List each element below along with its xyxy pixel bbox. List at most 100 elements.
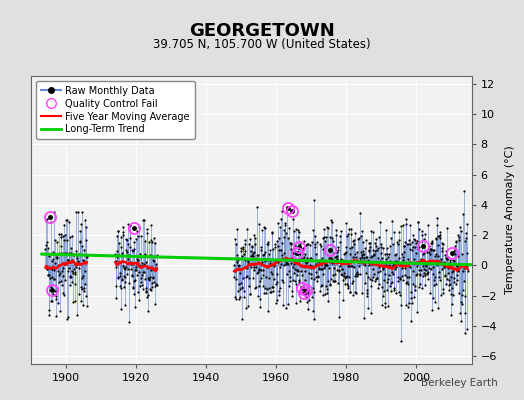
Point — [349, 238, 357, 244]
Point — [242, 274, 250, 280]
Point — [376, 218, 385, 225]
Point — [300, 250, 309, 257]
Point — [235, 281, 243, 287]
Point — [394, 274, 402, 280]
Point — [272, 297, 281, 304]
Point — [429, 295, 438, 301]
Point — [320, 263, 329, 269]
Point — [120, 264, 128, 271]
Point — [269, 245, 277, 252]
Point — [435, 269, 443, 276]
Point — [420, 250, 428, 256]
Point — [268, 229, 276, 235]
Point — [392, 258, 401, 264]
Point — [140, 276, 149, 282]
Point — [66, 234, 74, 241]
Point — [337, 258, 345, 264]
Point — [403, 256, 412, 262]
Point — [79, 273, 87, 279]
Point — [306, 242, 314, 248]
Point — [118, 276, 126, 282]
Point — [254, 266, 263, 272]
Point — [461, 292, 470, 299]
Point — [45, 253, 53, 259]
Point — [45, 312, 53, 318]
Point — [75, 228, 84, 234]
Point — [314, 258, 322, 264]
Point — [395, 255, 403, 261]
Point — [53, 239, 61, 246]
Point — [429, 247, 438, 253]
Point — [237, 284, 246, 290]
Point — [352, 254, 360, 260]
Point — [253, 270, 261, 276]
Point — [351, 250, 359, 257]
Point — [450, 248, 458, 254]
Point — [73, 261, 81, 268]
Point — [392, 250, 400, 257]
Point — [65, 250, 73, 256]
Point — [234, 255, 242, 261]
Point — [149, 279, 158, 286]
Point — [406, 246, 414, 252]
Point — [144, 274, 152, 281]
Point — [81, 281, 89, 287]
Point — [249, 250, 257, 256]
Point — [291, 300, 300, 306]
Point — [422, 259, 430, 266]
Point — [290, 278, 299, 284]
Point — [73, 252, 81, 259]
Point — [442, 256, 451, 262]
Point — [49, 291, 57, 297]
Point — [269, 284, 278, 290]
Point — [324, 298, 333, 304]
Point — [295, 278, 303, 285]
Point — [307, 255, 315, 261]
Point — [289, 264, 297, 270]
Point — [52, 313, 60, 319]
Point — [384, 276, 392, 282]
Point — [340, 270, 348, 276]
Point — [116, 284, 125, 291]
Point — [379, 244, 387, 251]
Point — [408, 238, 416, 245]
Point — [442, 248, 450, 254]
Point — [235, 262, 244, 268]
Point — [421, 281, 429, 288]
Point — [296, 240, 304, 247]
Point — [367, 310, 376, 316]
Point — [449, 292, 457, 298]
Point — [269, 288, 277, 295]
Point — [417, 238, 425, 244]
Point — [438, 244, 446, 251]
Point — [319, 292, 327, 298]
Point — [42, 266, 51, 272]
Point — [48, 274, 57, 280]
Point — [66, 273, 74, 280]
Point — [136, 263, 144, 270]
Point — [313, 238, 322, 245]
Point — [370, 240, 379, 247]
Point — [277, 239, 286, 246]
Point — [325, 282, 334, 288]
Point — [324, 277, 332, 284]
Point — [377, 244, 385, 250]
Point — [114, 274, 123, 280]
Point — [382, 262, 390, 268]
Point — [253, 252, 261, 259]
Point — [130, 291, 138, 297]
Point — [303, 259, 312, 265]
Point — [293, 267, 301, 273]
Point — [245, 261, 253, 267]
Point — [439, 240, 447, 247]
Point — [310, 275, 318, 282]
Point — [252, 284, 260, 290]
Point — [257, 262, 266, 268]
Point — [121, 278, 129, 285]
Point — [115, 252, 123, 258]
Point — [134, 268, 143, 275]
Point — [282, 260, 291, 267]
Point — [419, 236, 428, 242]
Point — [330, 260, 338, 266]
Point — [332, 232, 341, 238]
